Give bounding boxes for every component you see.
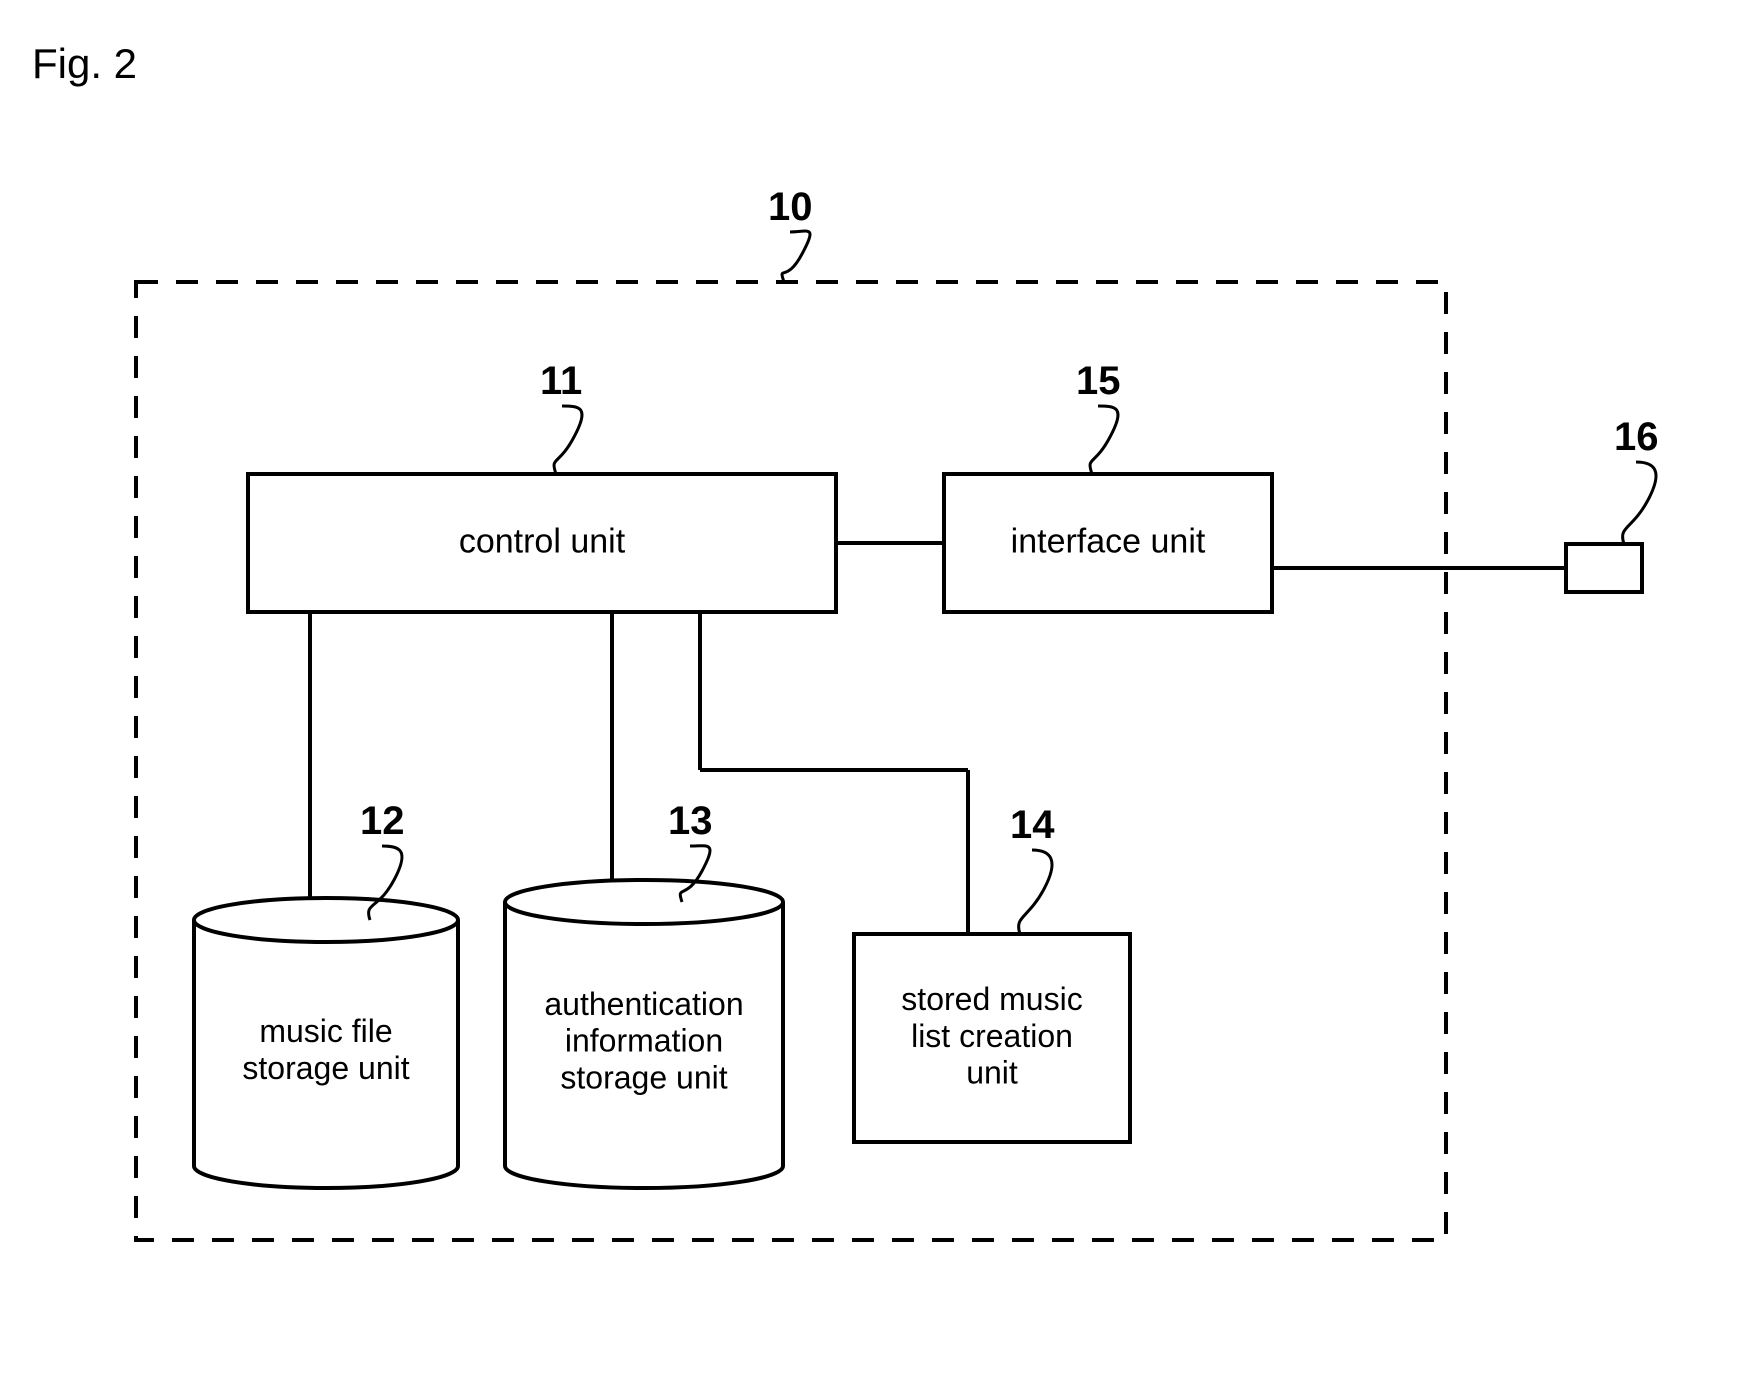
ref-leader — [554, 406, 582, 474]
node-music_storage: music filestorage unit — [194, 898, 458, 1188]
ref-label-13: 13 — [668, 799, 713, 843]
ref-label-10: 10 — [768, 185, 813, 229]
ref-label-15: 15 — [1076, 359, 1121, 403]
ref-label-12: 12 — [360, 799, 405, 843]
ref-leader — [1090, 406, 1118, 474]
ref-label-16: 16 — [1614, 415, 1659, 459]
node-label: interface unit — [1011, 522, 1206, 560]
node-interface: interface unit — [944, 474, 1272, 612]
diagram-svg: control unit interface unit stored musicli… — [0, 0, 1750, 1384]
node-external — [1566, 544, 1642, 592]
node-label: authenticationinformationstorage unit — [544, 986, 743, 1096]
ref-label-14: 14 — [1010, 803, 1055, 847]
ref-leader — [1623, 462, 1656, 544]
ref-leader — [1019, 850, 1052, 934]
ref-leader — [782, 231, 810, 282]
diagram-stage: Fig. 2 control unit interface unit stored … — [0, 0, 1750, 1384]
node-auth_storage: authenticationinformationstorage unit — [505, 880, 783, 1188]
container-boundary — [136, 282, 1446, 1240]
node-list_creation: stored musiclist creationunit — [854, 934, 1130, 1142]
node-control: control unit — [248, 474, 836, 612]
figure-label: Fig. 2 — [32, 40, 137, 88]
ref-label-11: 11 — [540, 359, 582, 403]
node-label: control unit — [459, 522, 626, 560]
node-label: music filestorage unit — [242, 1013, 409, 1086]
